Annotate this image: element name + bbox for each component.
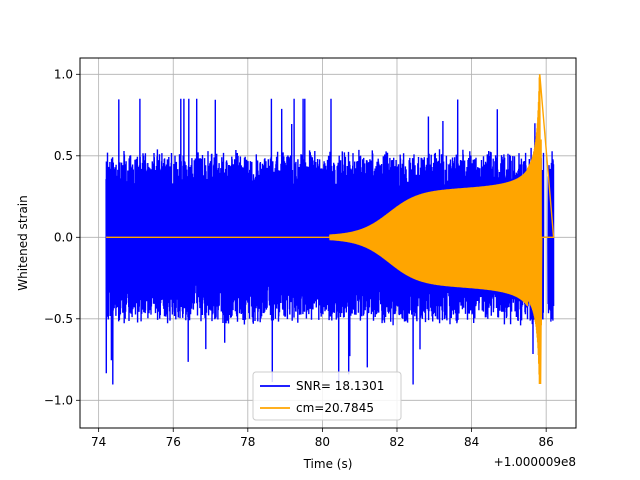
y-tick-label: 0.0	[54, 230, 73, 244]
x-tick-label: 74	[91, 435, 106, 449]
series-line-cm	[106, 74, 555, 385]
plot-frame	[79, 57, 577, 429]
y-tick-label: 1.0	[54, 67, 73, 81]
legend-label-snr: SNR= 18.1301	[296, 379, 384, 393]
x-tick-label: 80	[315, 435, 330, 449]
plot-area	[105, 74, 555, 385]
x-tick-label: 78	[240, 435, 255, 449]
x-tick-label: 84	[464, 435, 479, 449]
x-tick-label: 86	[539, 435, 554, 449]
x-axis-label: Time (s)	[303, 457, 353, 471]
x-tick-label: 76	[166, 435, 181, 449]
axis-ticks: 74 76 78 80 82 84 86 −1.0 −0.5 0.0 0.5 1.0	[44, 67, 554, 449]
x-tick-label: 82	[389, 435, 404, 449]
legend-label-cm: cm=20.7845	[296, 401, 374, 415]
legend: SNR= 18.1301 cm=20.7845	[252, 371, 402, 421]
y-axis-label: Whitened strain	[16, 195, 30, 291]
x-offset-label: +1.000009e8	[494, 455, 576, 469]
y-tick-label: −1.0	[44, 393, 73, 407]
y-tick-label: −0.5	[44, 312, 73, 326]
y-tick-label: 0.5	[54, 149, 73, 163]
